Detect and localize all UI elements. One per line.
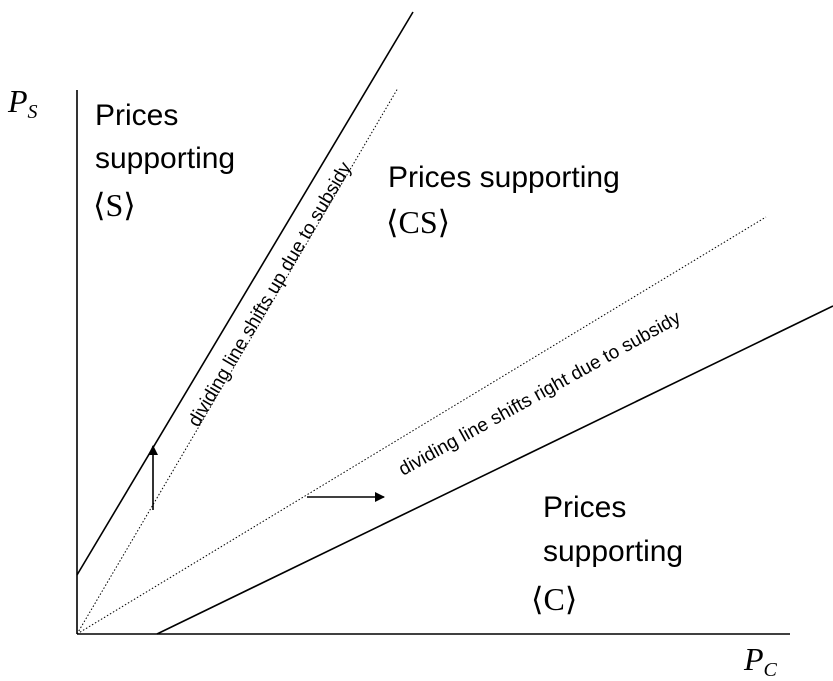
region-label: Prices — [543, 491, 626, 524]
annotation: dividing line shifts up due to subsidy — [184, 158, 356, 430]
label: P — [7, 83, 28, 119]
label: S — [28, 101, 38, 123]
annotation: dividing line shifts right due to subsid… — [395, 307, 685, 480]
region-set: ⟨C⟩ — [531, 581, 577, 617]
region-label: supporting — [95, 142, 235, 175]
x-axis-label: PC — [743, 641, 778, 681]
label: P — [743, 641, 764, 677]
dividing-line-c — [156, 305, 833, 635]
shifted-line-s — [76, 87, 399, 635]
region-set: ⟨CS⟩ — [386, 204, 450, 240]
dividing-line-s — [76, 11, 414, 576]
region-label: Prices — [95, 99, 178, 132]
label: C — [764, 659, 778, 681]
region-set: ⟨S⟩ — [93, 187, 136, 223]
shifted-line-c — [76, 216, 767, 635]
region-label: supporting — [543, 535, 683, 568]
y-axis-label: PS — [7, 83, 38, 123]
region-label: Prices supporting — [388, 161, 620, 194]
